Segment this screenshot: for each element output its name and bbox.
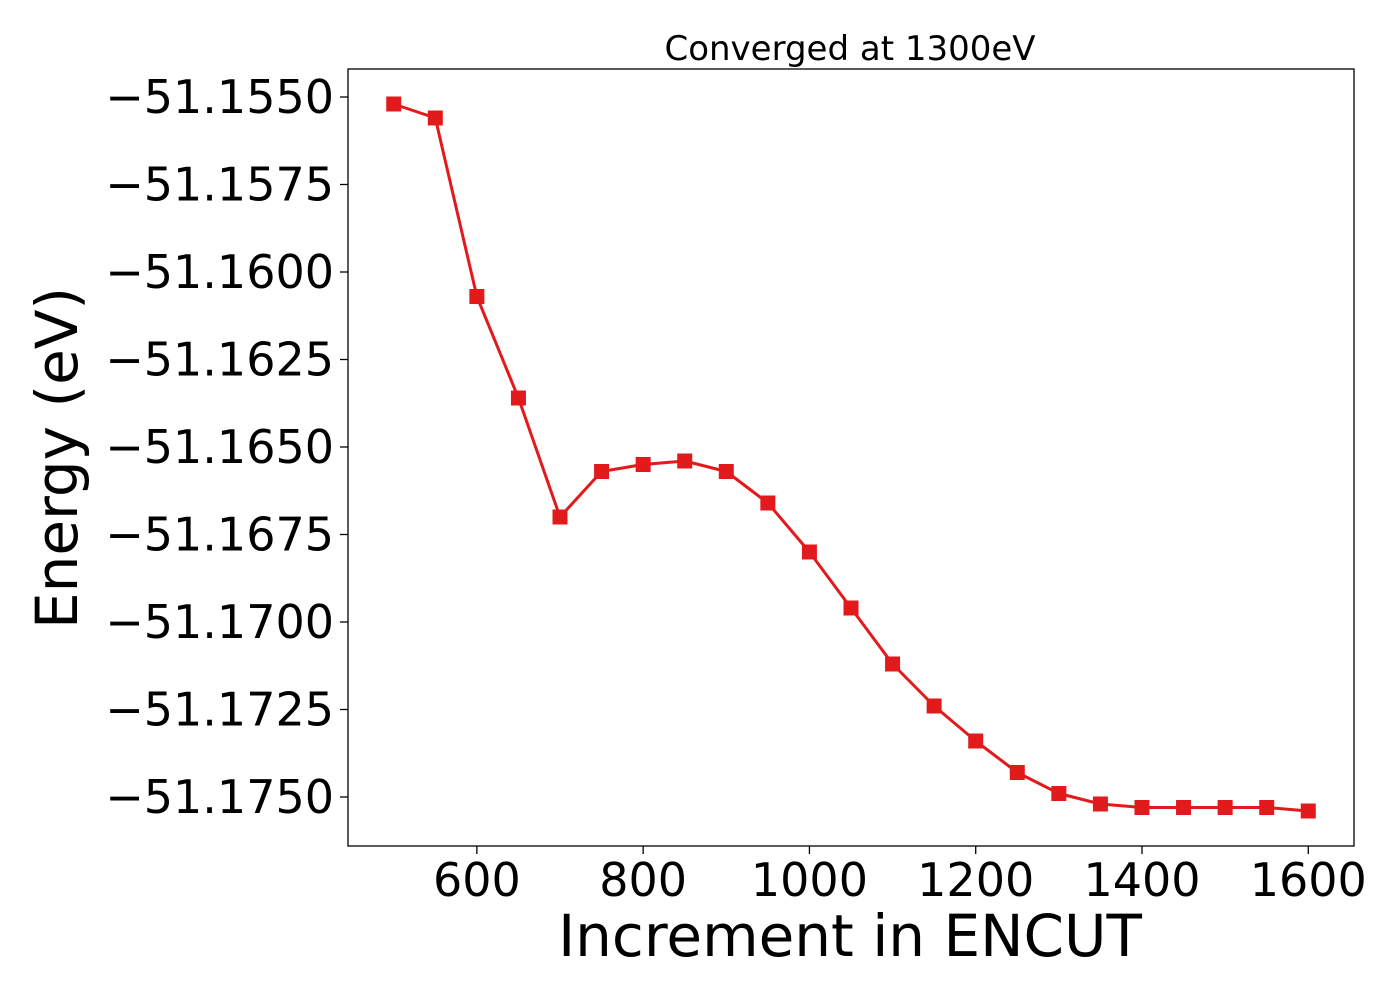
data-point-marker xyxy=(1217,800,1233,815)
y-tick-label: −51.1700 xyxy=(105,595,334,649)
x-tick-label: 1600 xyxy=(1250,853,1367,907)
data-point-marker xyxy=(469,289,485,304)
data-point-marker xyxy=(1051,786,1067,801)
chart-title: Converged at 1300eV xyxy=(664,29,1035,69)
y-axis-label: Energy (eV) xyxy=(23,287,91,629)
y-tick-label: −51.1675 xyxy=(105,508,334,562)
y-tick-label: −51.1600 xyxy=(105,245,334,299)
data-point-marker xyxy=(968,733,984,749)
x-tick-label: 1000 xyxy=(751,853,868,907)
y-tick-label: −51.1625 xyxy=(105,333,334,387)
data-point-marker xyxy=(635,457,651,472)
data-point-marker xyxy=(1134,800,1150,815)
x-axis-ticks: 600 800 1000 1200 1400 1600 xyxy=(433,846,1367,907)
data-point-marker xyxy=(510,390,526,406)
data-point-marker xyxy=(386,96,402,112)
data-point-marker xyxy=(1009,765,1025,780)
data-point-marker xyxy=(594,464,610,479)
x-tick-label: 1200 xyxy=(917,853,1034,907)
y-tick-label: −51.1750 xyxy=(105,770,334,824)
x-axis-label: Increment in ENCUT xyxy=(558,902,1142,970)
data-point-marker xyxy=(1092,796,1108,812)
plot-frame xyxy=(347,68,1355,847)
data-point-marker xyxy=(926,698,942,714)
data-point-marker xyxy=(801,544,817,560)
data-point-marker xyxy=(1176,800,1192,815)
y-tick-label: −51.1550 xyxy=(105,70,334,124)
data-point-marker xyxy=(1259,800,1275,815)
y-tick-label: −51.1575 xyxy=(105,158,334,212)
data-point-marker xyxy=(760,495,776,511)
data-point-marker xyxy=(677,453,693,469)
x-tick-label: 600 xyxy=(433,853,521,907)
x-tick-label: 800 xyxy=(599,853,687,907)
data-point-marker xyxy=(1300,803,1316,819)
y-tick-label: −51.1725 xyxy=(105,683,334,737)
series-line xyxy=(393,102,1309,813)
data-point-marker xyxy=(885,656,901,672)
y-tick-label: −51.1650 xyxy=(105,420,334,474)
data-point-marker xyxy=(843,600,859,616)
x-tick-label: 1400 xyxy=(1083,853,1200,907)
data-point-marker xyxy=(427,110,443,126)
plot-area xyxy=(347,68,1355,847)
data-point-marker xyxy=(718,464,734,479)
data-point-marker xyxy=(552,509,568,525)
y-axis-ticks: −51.1550 −51.1575 −51.1600 −51.1625 −51.1650… xyxy=(105,70,348,824)
